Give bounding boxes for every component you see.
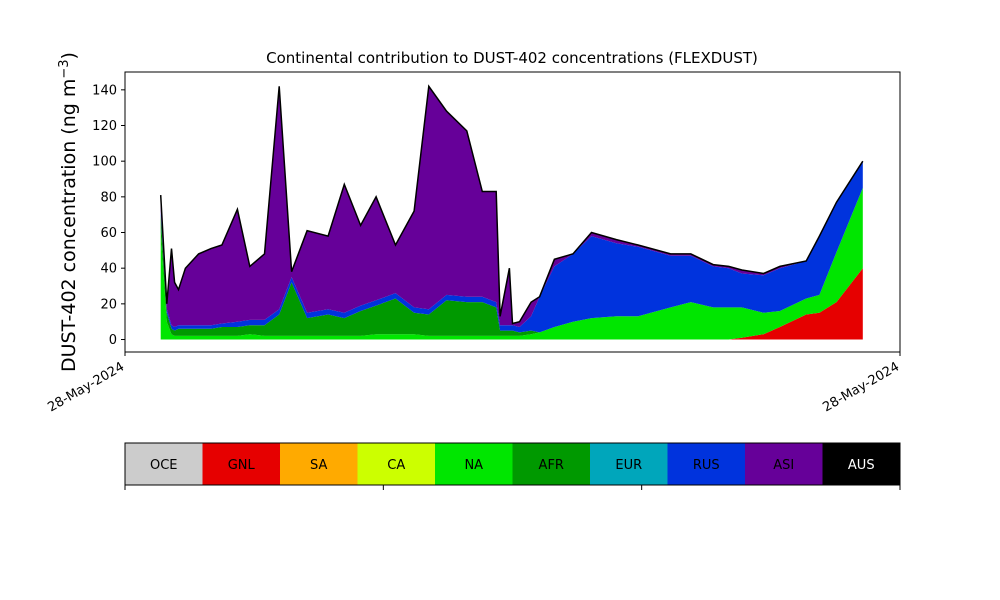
y-axis-ticks: 0 20 40 60 80 100 120 140 [92,83,125,348]
stacked-area-layers [159,84,864,340]
total-line [159,84,864,325]
colorbar-swatch-ca [357,443,436,485]
colorbar-label-oce: OCE [150,458,178,473]
colorbar-swatch-na [435,443,513,485]
y-tick-label: 40 [100,262,117,277]
colorbar-swatch-asi [745,443,823,485]
area-gnl [160,268,863,340]
plot-frame [124,71,901,353]
colorbar-swatch-rus [667,443,746,485]
y-axis-label: DUST-402 concentration (ng m−3) [57,52,80,372]
y-tick-label: 100 [92,155,117,170]
colorbar-swatch-aus [822,443,901,485]
colorbar-swatch-gnl [202,443,281,485]
chart-title: Continental contribution to DUST-402 con… [266,49,758,67]
colorbar-label-sa: SA [310,458,327,473]
colorbar-swatch-afr [512,443,591,485]
colorbar-swatch-eur [590,443,668,485]
colorbar-label-eur: EUR [615,458,642,473]
area-rus [160,161,863,333]
y-tick-label: 20 [100,297,117,312]
colorbar-frame [124,442,901,486]
colorbar-label-rus: RUS [693,458,720,473]
colorbar-label-ca: CA [387,458,405,473]
colorbar-swatch-sa [280,443,358,485]
colorbar-label-afr: AFR [539,458,564,473]
y-tick-label: 140 [92,83,117,98]
colorbar-label-gnl: GNL [228,458,256,473]
y-tick-label: 120 [92,119,117,134]
x-axis-ticks: 28-May-2024 28-May-2024 [45,352,902,415]
area-asi [160,86,863,327]
colorbar-legend: OCE GNL SA CA NA AFR EUR RUS ASI AUS [124,442,901,490]
x-tick-label: 28-May-2024 [820,359,902,415]
colorbar-swatch-oce [125,443,203,485]
y-tick-label: 60 [100,226,117,241]
colorbar-label-asi: ASI [773,458,794,473]
colorbar-label-aus: AUS [848,458,875,473]
y-tick-label: 80 [100,190,117,205]
colorbar-label-na: NA [464,458,483,473]
y-tick-label: 0 [109,333,117,348]
